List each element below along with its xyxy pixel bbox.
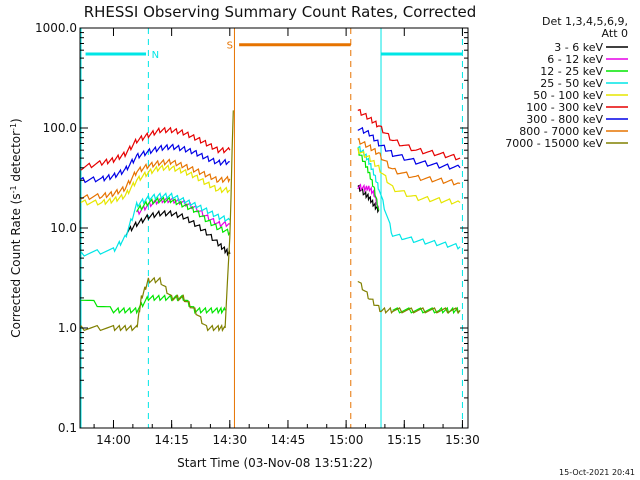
series-line-7000_15000keV <box>357 280 461 315</box>
series-line-25_50keV <box>80 192 231 257</box>
series-line-25_50keV <box>357 145 461 250</box>
legend-item-label: 25 - 50 keV <box>540 77 603 90</box>
timestamp: 15-Oct-2021 20:41 <box>559 468 635 477</box>
y-tick-label: 10.0 <box>50 221 77 235</box>
x-tick-label: 14:00 <box>96 433 131 447</box>
series-line-50_100keV <box>80 164 231 206</box>
y-axis-label: Corrected Count Rate (s-1 detector-1) <box>9 118 24 337</box>
y-tick-label: 100.0 <box>43 121 77 135</box>
series-line-7000_15000keV <box>80 276 226 333</box>
plot-frame <box>79 27 469 429</box>
series-line-300_800keV <box>80 143 230 184</box>
y-tick-label: 1000.0 <box>35 21 77 35</box>
legend-header: Det 1,3,4,5,6,9, <box>542 15 628 28</box>
series-line-3_6keV <box>125 209 231 257</box>
legend-item-label: 100 - 300 keV <box>526 101 603 114</box>
legend-item-label: 800 - 7000 keV <box>519 125 603 138</box>
marker-label-S: S <box>227 41 233 52</box>
legend-item-label: 50 - 100 keV <box>533 89 603 102</box>
x-axis-label: Start Time (03-Nov-08 13:51:22) <box>177 456 373 470</box>
x-tick-label: 14:30 <box>213 433 248 447</box>
legend-item-label: 6 - 12 keV <box>547 53 603 66</box>
series-line-100_300keV <box>80 126 231 171</box>
plot-layer: NS <box>80 28 463 428</box>
chart-title: RHESSI Observing Summary Count Rates, Co… <box>84 3 477 21</box>
series-line-12_25keV <box>357 148 380 211</box>
axis-layer: 14:00 14:15 14:30 14:45 15:00 15:15 15:30 0.1 1.… <box>35 21 480 447</box>
legend-item-label: 3 - 6 keV <box>554 41 603 54</box>
legend-item-label: 300 - 800 keV <box>526 113 603 126</box>
series-line-12_25keV <box>392 306 461 315</box>
series-line-800_7000keV <box>80 158 231 201</box>
x-tick-label: 15:30 <box>445 433 480 447</box>
y-tick-label: 1.0 <box>58 321 77 335</box>
series-line-800_7000keV <box>357 137 461 186</box>
series-line-3_6keV <box>357 184 380 214</box>
x-tick-label: 14:45 <box>271 433 306 447</box>
legend-item-label: 12 - 25 keV <box>540 65 603 78</box>
series-line-6_12keV <box>136 196 230 228</box>
x-tick-label: 14:15 <box>154 433 189 447</box>
x-tick-label: 15:15 <box>387 433 422 447</box>
series-line-12_25keV <box>136 196 231 237</box>
flare-spike-line <box>224 110 234 329</box>
series-line-12_25keV <box>80 294 226 315</box>
series-line-100_300keV <box>357 108 461 161</box>
x-tick-label: 15:00 <box>329 433 364 447</box>
series-line-300_800keV <box>357 126 461 170</box>
y-tick-label: 0.1 <box>58 421 77 435</box>
series-line-50_100keV <box>357 147 461 205</box>
legend-item-label: 7000 - 15000 keV <box>505 137 603 150</box>
marker-label-N: N <box>152 50 159 61</box>
legend-header-attenuator: Att 0 <box>602 27 628 40</box>
